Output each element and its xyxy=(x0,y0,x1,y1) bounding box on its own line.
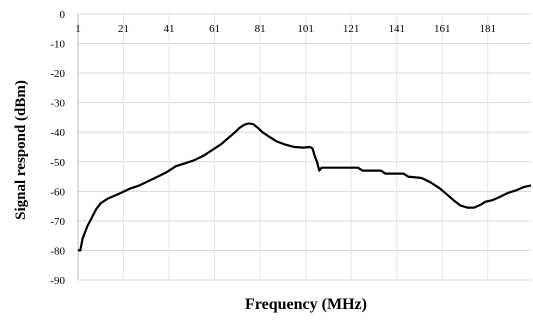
x-tick-label: 181 xyxy=(479,23,496,35)
y-tick-label: -70 xyxy=(50,216,65,228)
x-tick-label: 81 xyxy=(255,23,266,35)
x-tick-label: 61 xyxy=(209,23,220,35)
x-tick-label: 141 xyxy=(388,23,405,35)
y-tick-label: -50 xyxy=(50,157,65,169)
y-tick-label: -10 xyxy=(50,39,65,51)
x-tick-label: 21 xyxy=(118,23,129,35)
x-axis-title: Frequency (MHz) xyxy=(245,296,367,313)
x-tick-label: 1 xyxy=(75,23,81,35)
x-tick-label: 101 xyxy=(297,23,314,35)
series-layer xyxy=(78,123,531,250)
y-tick-label: -80 xyxy=(50,245,65,257)
x-tick-label: 161 xyxy=(434,23,451,35)
y-tick-labels: 0 -10 -20 -30 -40 -50 -60 -70 -80 -90 xyxy=(50,9,65,287)
y-axis-title: Signal respond (dBm) xyxy=(13,80,29,220)
y-tick-label: -40 xyxy=(50,127,65,139)
y-tick-label: 0 xyxy=(60,9,66,21)
y-tick-label: -30 xyxy=(50,98,65,110)
x-tick-labels: 1 21 41 61 81 101 121 141 161 181 xyxy=(75,23,496,35)
y-tick-label: -90 xyxy=(50,275,65,287)
x-tick-label: 41 xyxy=(164,23,175,35)
x-tick-label: 121 xyxy=(343,23,360,35)
y-tick-label: -20 xyxy=(50,68,65,80)
series-line xyxy=(78,123,531,250)
y-tick-label: -60 xyxy=(50,186,65,198)
